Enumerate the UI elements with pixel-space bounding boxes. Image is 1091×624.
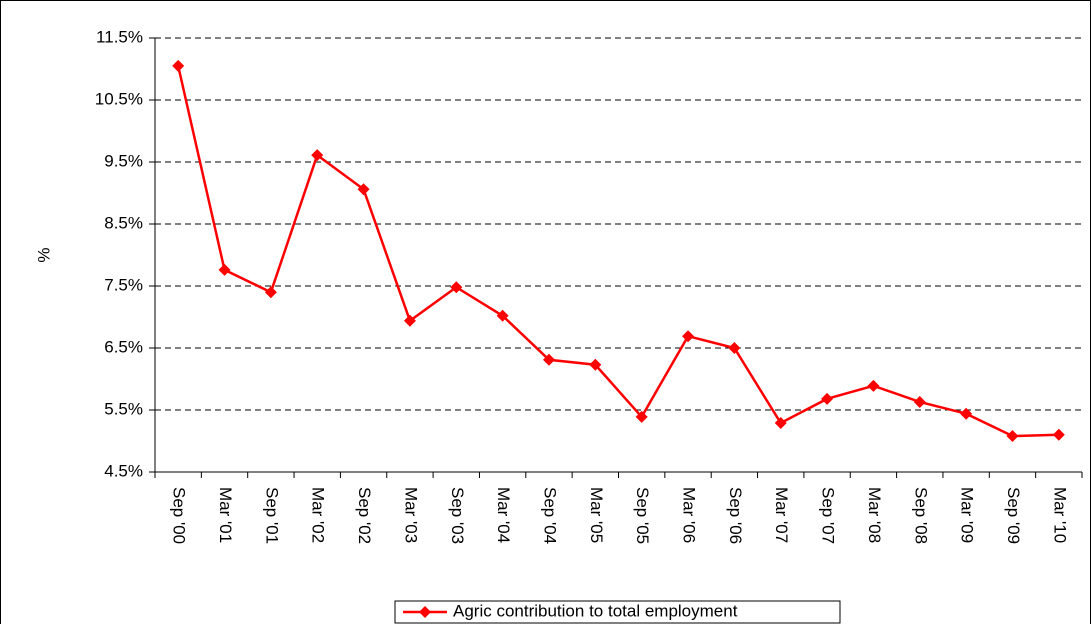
marker xyxy=(218,263,231,276)
legend-label: Agric contribution to total employment xyxy=(453,601,738,620)
x-tick-label: Mar '03 xyxy=(401,487,420,543)
x-tick-label: Mar '04 xyxy=(494,487,513,543)
legend-box xyxy=(394,600,841,624)
y-axis-label: % xyxy=(34,247,53,262)
x-tick-label: Sep '02 xyxy=(355,487,374,544)
marker xyxy=(264,286,277,299)
marker xyxy=(774,417,787,430)
y-tick-label: 5.5% xyxy=(104,399,143,418)
x-tick-label: Sep '08 xyxy=(911,487,930,544)
marker xyxy=(496,309,509,322)
marker xyxy=(357,183,370,196)
marker xyxy=(960,407,973,420)
marker xyxy=(450,281,463,294)
x-tick-label: Mar '02 xyxy=(309,487,328,543)
x-tick-label: Mar '10 xyxy=(1050,487,1069,543)
x-tick-label: Sep '03 xyxy=(448,487,467,544)
legend-marker xyxy=(419,606,431,618)
marker xyxy=(589,358,602,371)
y-tick-label: 11.5% xyxy=(96,27,143,46)
x-tick-label: Sep '06 xyxy=(726,487,745,544)
x-tick-label: Mar '05 xyxy=(587,487,606,543)
marker xyxy=(311,149,324,162)
x-tick-label: Sep '07 xyxy=(819,487,838,544)
x-tick-label: Sep '09 xyxy=(1004,487,1023,544)
x-tick-label: Mar '08 xyxy=(865,487,884,543)
x-tick-label: Mar '07 xyxy=(772,487,791,543)
x-tick-label: Mar '09 xyxy=(958,487,977,543)
marker xyxy=(403,314,416,327)
x-tick-label: Sep '01 xyxy=(262,487,281,544)
marker xyxy=(635,410,648,423)
marker xyxy=(172,59,185,72)
y-tick-label: 6.5% xyxy=(104,337,143,356)
marker xyxy=(728,342,741,354)
y-tick-label: 4.5% xyxy=(104,461,143,480)
y-tick-label: 8.5% xyxy=(104,213,143,232)
marker xyxy=(1006,430,1019,443)
y-tick-label: 10.5% xyxy=(95,89,143,108)
x-tick-label: Sep '04 xyxy=(540,487,559,544)
x-tick-label: Sep '05 xyxy=(633,487,652,544)
marker xyxy=(682,330,695,343)
legend: Agric contribution to total employment xyxy=(394,600,841,624)
y-tick-label: 9.5% xyxy=(104,151,143,170)
marker xyxy=(1052,428,1065,441)
x-tick-label: Mar '06 xyxy=(680,487,699,543)
y-tick-label: 7.5% xyxy=(104,275,143,294)
x-tick-label: Mar '01 xyxy=(216,487,235,543)
line xyxy=(176,65,1059,438)
marker xyxy=(821,392,834,405)
marker xyxy=(867,379,880,392)
marker xyxy=(542,353,555,366)
marker xyxy=(913,395,926,408)
x-tick-label: Sep '00 xyxy=(170,487,189,544)
